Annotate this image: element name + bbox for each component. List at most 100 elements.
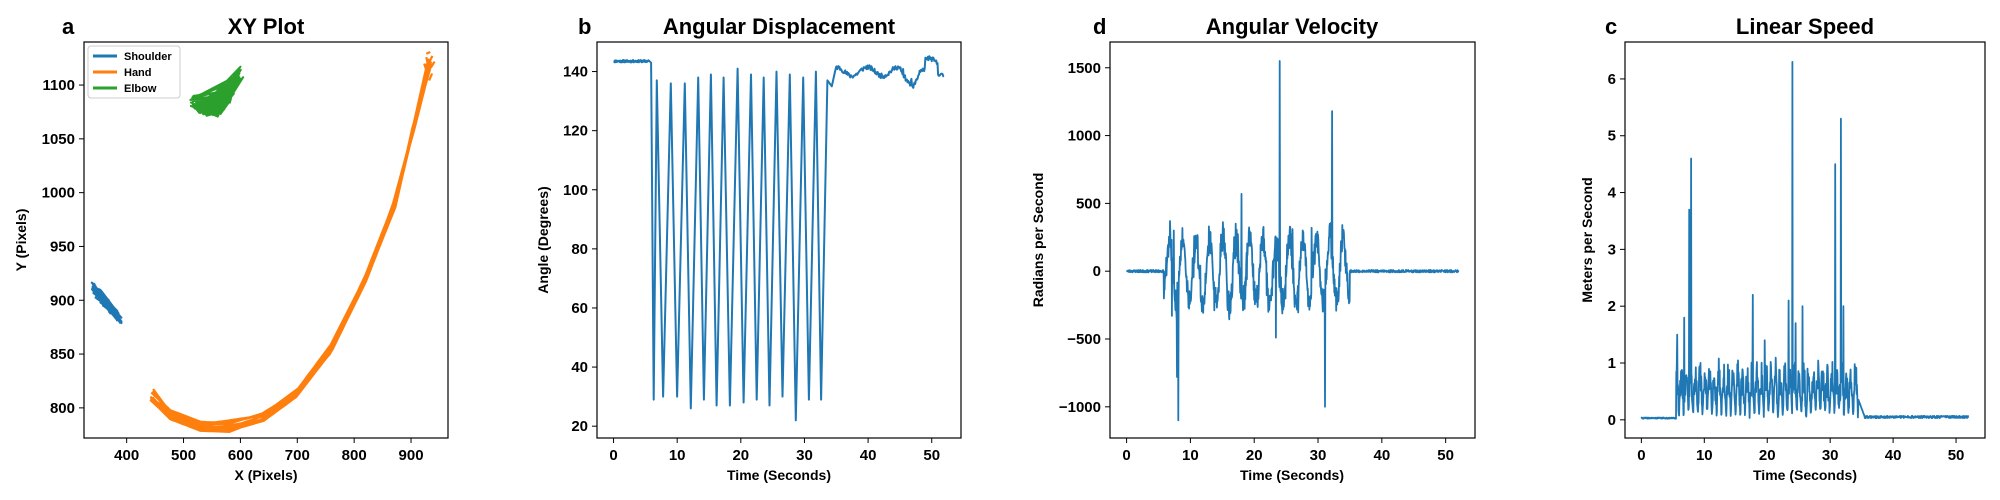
y-tick-label: 120 [563, 123, 588, 140]
y-tick-label: 100 [563, 182, 588, 199]
y-tick-label: 60 [571, 300, 588, 317]
x-ticks: 0 10 20 30 40 50 [609, 438, 940, 464]
chart-title: Angular Velocity [1206, 14, 1379, 39]
x-tick-label: 10 [1182, 447, 1199, 464]
y-tick-label: 1000 [42, 185, 75, 202]
y-tick-label: 5 [1608, 128, 1616, 145]
x-tick-label: 600 [228, 447, 253, 464]
y-tick-label: 1000 [1068, 128, 1101, 145]
plot-frame [596, 41, 962, 439]
series-layer [1640, 61, 1970, 420]
y-tick-label: 1050 [42, 131, 75, 148]
series-line-speed [1640, 61, 1970, 420]
y-axis-label: Y (Pixels) [13, 209, 29, 272]
x-ticks: 0 10 20 30 40 50 [1637, 438, 1964, 464]
panel-letter: b [578, 14, 591, 39]
x-axis-label: X (Pixels) [234, 467, 297, 483]
panel-linear-speed: c Linear Speed 0 10 20 30 40 50 0 1 2 3 4 5 6 Time … [1579, 14, 1986, 483]
y-tick-label: 20 [571, 418, 588, 435]
x-tick-label: 30 [1822, 447, 1839, 464]
x-tick-label: 40 [1885, 447, 1902, 464]
y-tick-label: 140 [563, 64, 588, 81]
chart-title: Angular Displacement [663, 14, 896, 39]
legend-box [87, 45, 181, 99]
y-tick-label: 850 [50, 346, 75, 363]
y-ticks: −1000 −500 0 500 1000 1500 [1059, 60, 1110, 416]
panel-letter: a [62, 14, 75, 39]
legend-label-hand: Hand [124, 67, 152, 79]
x-ticks: 0 10 20 30 40 50 [1122, 438, 1454, 464]
x-axis-label: Time (Seconds) [1240, 467, 1344, 483]
y-ticks: 800 850 900 950 1000 1050 1100 [42, 77, 84, 417]
x-ticks: 400 500 600 700 800 900 [114, 438, 424, 464]
y-tick-label: 800 [50, 400, 75, 417]
panel-angular-displacement: b Angular Displacement 0 10 20 30 40 50 20 40 6… [535, 14, 962, 483]
x-tick-label: 40 [1373, 447, 1390, 464]
x-tick-label: 30 [1310, 447, 1327, 464]
y-tick-label: 0 [1608, 412, 1616, 429]
x-tick-label: 30 [796, 447, 813, 464]
chart-title: Linear Speed [1736, 14, 1874, 39]
x-tick-label: 0 [609, 447, 617, 464]
y-ticks: 20 40 60 80 100 120 140 [563, 64, 597, 435]
y-tick-label: 2 [1608, 298, 1616, 315]
legend-label-elbow: Elbow [124, 83, 157, 95]
legend: Shoulder Hand Elbow [87, 45, 181, 99]
panel-angular-velocity: d Angular Velocity 0 10 20 30 40 50 −1000 −500… [1030, 14, 1476, 483]
panel-letter: d [1093, 14, 1106, 39]
y-tick-label: 3 [1608, 241, 1616, 258]
x-tick-label: 0 [1122, 447, 1130, 464]
panel-letter: c [1605, 14, 1617, 39]
x-tick-label: 20 [1246, 447, 1263, 464]
y-tick-label: 1100 [42, 77, 75, 94]
plot-frame [83, 41, 449, 439]
legend-label-shoulder: Shoulder [124, 51, 172, 63]
y-axis-label: Radians per Second [1030, 173, 1046, 308]
y-tick-label: 6 [1608, 71, 1616, 88]
x-tick-label: 50 [1437, 447, 1454, 464]
plot-frame [1109, 41, 1476, 439]
x-axis-label: Time (Seconds) [1753, 467, 1857, 483]
x-tick-label: 50 [1948, 447, 1965, 464]
x-tick-label: 20 [1759, 447, 1776, 464]
y-tick-label: −500 [1067, 331, 1101, 348]
x-tick-label: 900 [399, 447, 424, 464]
chart-title: XY Plot [228, 14, 305, 39]
panel-xy-plot: a XY Plot 400 500 600 700 800 900 800 850 900 95… [13, 14, 449, 483]
series-line-elbow [189, 65, 245, 118]
x-axis-label: Time (Seconds) [727, 467, 831, 483]
y-tick-label: 950 [50, 238, 75, 255]
series-line-shoulder [90, 281, 123, 325]
x-tick-label: 50 [923, 447, 940, 464]
plot-area [84, 42, 448, 438]
x-tick-label: 700 [285, 447, 310, 464]
x-tick-label: 10 [669, 447, 686, 464]
y-tick-label: 1500 [1068, 60, 1101, 77]
y-tick-label: 500 [1076, 195, 1101, 212]
y-tick-label: 40 [571, 359, 588, 376]
x-tick-label: 800 [342, 447, 367, 464]
plot-frame [1624, 41, 1986, 439]
series-line-angle [612, 55, 945, 422]
x-tick-label: 20 [732, 447, 749, 464]
y-tick-label: 4 [1608, 185, 1617, 202]
series-layer [612, 55, 945, 422]
x-tick-label: 40 [860, 447, 877, 464]
x-tick-label: 10 [1696, 447, 1713, 464]
series-layer [90, 50, 436, 433]
series-layer [1125, 60, 1460, 422]
x-tick-label: 0 [1637, 447, 1645, 464]
series-line-hand [149, 50, 436, 433]
y-axis-label: Angle (Degrees) [535, 186, 551, 293]
y-tick-label: 0 [1093, 263, 1101, 280]
y-axis-label: Meters per Second [1579, 177, 1595, 302]
y-tick-label: 80 [571, 241, 588, 258]
x-tick-label: 400 [114, 447, 139, 464]
y-tick-label: 1 [1608, 355, 1616, 372]
y-ticks: 0 1 2 3 4 5 6 [1608, 71, 1625, 429]
y-tick-label: 900 [50, 292, 75, 309]
x-tick-label: 500 [171, 447, 196, 464]
series-line-velocity [1125, 60, 1460, 422]
y-tick-label: −1000 [1059, 399, 1101, 416]
